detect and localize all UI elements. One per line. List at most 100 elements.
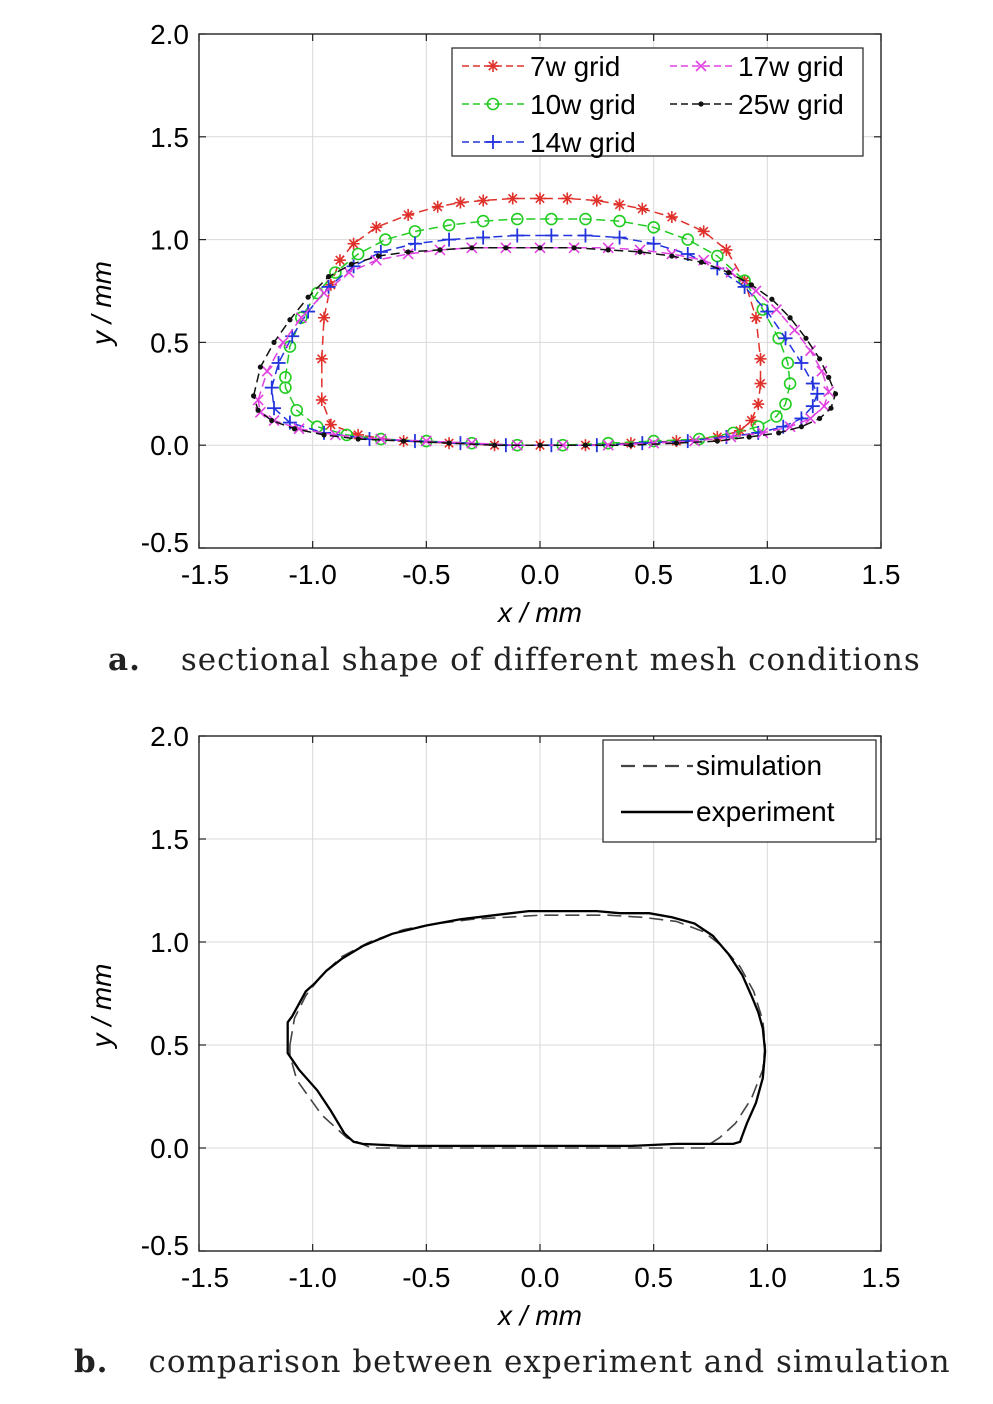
- data-point: [420, 435, 432, 447]
- data-point: [789, 324, 801, 336]
- y-tick-label: 0.0: [150, 1133, 189, 1164]
- legend-box: [602, 739, 877, 843]
- data-point: [503, 245, 509, 251]
- y-tick-label: 1.0: [150, 927, 189, 958]
- data-point: [612, 230, 627, 245]
- data-point: [779, 397, 792, 411]
- x-tick-label: 1.0: [748, 1262, 787, 1293]
- x-axis-label: x / mm: [496, 1300, 582, 1331]
- data-point: [613, 198, 626, 211]
- data-point: [754, 352, 767, 365]
- data-point: [805, 376, 820, 391]
- series-line: [321, 197, 762, 446]
- legend-swatch-marker: [698, 101, 704, 107]
- data-point: [545, 212, 558, 226]
- data-point: [590, 194, 603, 207]
- y-tick-label: -0.5: [141, 1230, 189, 1261]
- data-point: [329, 266, 342, 279]
- data-point: [355, 436, 361, 442]
- legend-label: 10w grid: [530, 89, 636, 120]
- data-point: [315, 393, 328, 406]
- data-point: [277, 336, 289, 348]
- data-point: [673, 440, 680, 446]
- data-point: [287, 317, 293, 323]
- series-experiment: [286, 909, 767, 1148]
- data-point: [647, 434, 660, 448]
- series-line: [257, 247, 830, 446]
- y-tick-label: -0.5: [141, 527, 189, 558]
- data-point: [476, 230, 491, 245]
- data-point: [454, 196, 467, 209]
- data-point: [783, 377, 797, 390]
- data-point: [321, 432, 327, 438]
- data-point: [756, 303, 770, 316]
- data-point: [305, 294, 311, 300]
- data-point: [816, 365, 828, 377]
- data-point: [647, 220, 660, 234]
- data-point: [315, 352, 328, 365]
- data-point: [477, 194, 490, 207]
- caption-b-text: comparison between experiment and simula…: [148, 1344, 951, 1380]
- data-point: [776, 430, 782, 436]
- data-point: [446, 440, 452, 446]
- x-tick-label: 0.0: [521, 559, 560, 590]
- data-point: [571, 245, 577, 251]
- data-point: [757, 427, 769, 439]
- data-point: [347, 237, 360, 250]
- data-point: [301, 304, 316, 319]
- x-tick-label: 0.0: [521, 1262, 560, 1293]
- data-point: [637, 249, 643, 255]
- x-tick-label: -1.5: [181, 1262, 229, 1293]
- data-point: [348, 261, 354, 267]
- data-point: [321, 279, 336, 294]
- data-point: [750, 285, 762, 297]
- series-line: [286, 909, 767, 1148]
- data-point: [510, 212, 524, 226]
- y-tick-label: 1.5: [150, 122, 189, 153]
- data-point: [769, 296, 775, 302]
- data-point: [510, 228, 525, 243]
- caption-b: b. comparison between experiment and simu…: [74, 1344, 951, 1380]
- data-point: [803, 335, 809, 341]
- legend-item: experiment: [621, 796, 835, 827]
- x-tick-label: -0.5: [402, 1262, 450, 1293]
- data-point: [748, 282, 755, 288]
- data-point: [264, 380, 279, 395]
- data-point: [329, 429, 341, 441]
- data-point: [293, 423, 305, 435]
- data-point: [442, 232, 457, 247]
- data-point: [271, 355, 286, 370]
- legend-item: 17w grid: [670, 51, 844, 82]
- data-point: [726, 269, 732, 276]
- legend-label: 25w grid: [738, 89, 844, 120]
- legend-swatch-marker: [695, 60, 707, 72]
- y-tick-label: 2.0: [150, 19, 189, 50]
- data-point: [291, 426, 298, 432]
- caption-b-label: b.: [74, 1344, 109, 1380]
- data-point: [817, 415, 823, 422]
- data-point: [557, 439, 569, 451]
- data-point: [318, 287, 330, 299]
- legend-label: 17w grid: [738, 51, 844, 82]
- data-point: [534, 192, 546, 205]
- series-25w-grid: [250, 245, 839, 448]
- data-point: [760, 304, 775, 319]
- data-point: [714, 438, 720, 444]
- data-point: [325, 274, 332, 280]
- data-point: [628, 442, 634, 448]
- data-point: [689, 435, 701, 447]
- legend-swatch-marker: [486, 135, 500, 149]
- data-point: [828, 405, 834, 411]
- data-point: [405, 249, 411, 255]
- legend-label: experiment: [696, 796, 835, 827]
- data-point: [665, 210, 678, 223]
- data-point: [787, 315, 793, 321]
- data-point: [401, 438, 407, 444]
- data-point: [798, 424, 805, 430]
- data-point: [255, 407, 261, 413]
- data-point: [261, 365, 273, 377]
- data-point: [752, 398, 765, 411]
- data-point: [324, 418, 337, 431]
- y-tick-label: 1.5: [150, 824, 189, 855]
